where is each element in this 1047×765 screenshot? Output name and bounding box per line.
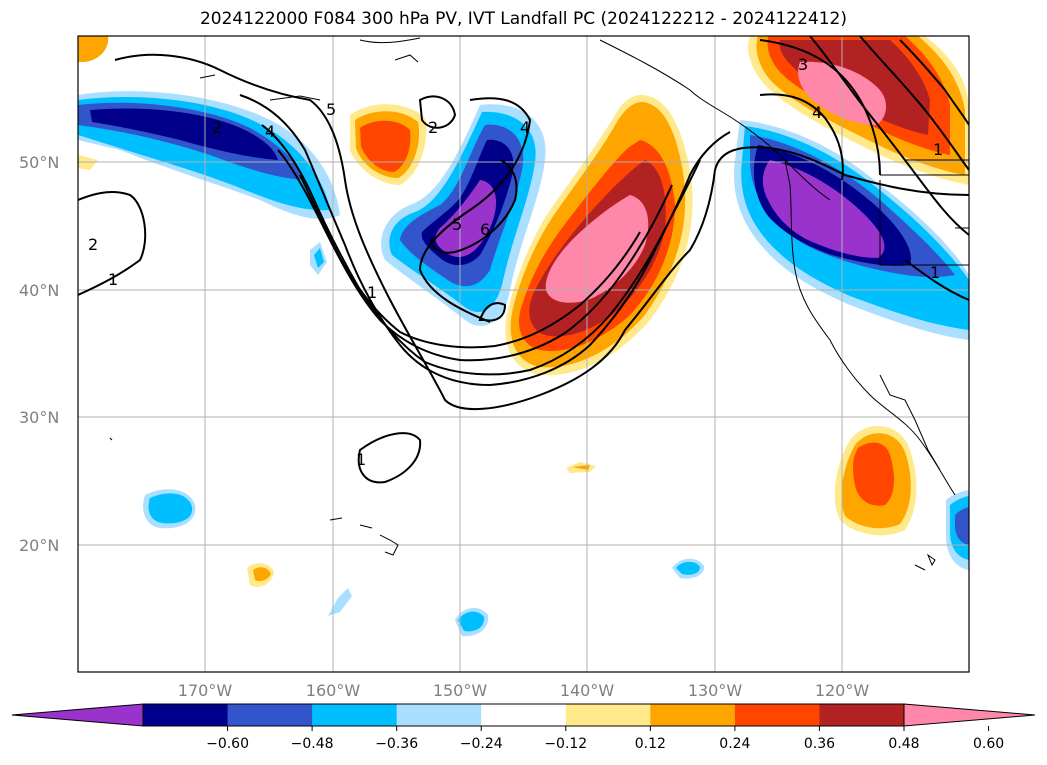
colorbar-segment [312, 704, 398, 726]
colorbar-tick-label: −0.48 [291, 736, 334, 752]
colorbar-extend-low [11, 703, 144, 727]
contour-label: 4 [265, 122, 275, 141]
colorbar-segment [819, 704, 905, 726]
lon-label: 150°W [433, 681, 488, 700]
contour-label: 1 [930, 263, 940, 282]
lon-label: 160°W [306, 681, 361, 700]
latitude-labels: 50°N 40°N 30°N 20°N [19, 153, 59, 555]
lon-label: 140°W [560, 681, 615, 700]
contour-label: 4 [520, 118, 530, 137]
colorbar-segment [481, 704, 567, 726]
lon-label: 120°W [815, 681, 870, 700]
colorbar-tick-label: −0.36 [375, 736, 418, 752]
contour-label: 1 [933, 140, 943, 159]
lon-label: 170°W [178, 681, 233, 700]
colorbar-tick-label: 0.48 [888, 736, 919, 752]
lat-label: 40°N [19, 281, 59, 300]
colorbar-tick-label: −0.24 [460, 736, 503, 752]
colorbar-extend-high [903, 703, 1036, 727]
contour-label: 3 [798, 55, 808, 74]
colorbar-segment [734, 704, 820, 726]
lat-label: 20°N [19, 536, 59, 555]
colorbar-tick-label: 0.36 [804, 736, 835, 752]
coastlines [109, 37, 969, 571]
contour-label: 4 [812, 103, 822, 122]
colorbar-tick-label: 0.24 [719, 736, 750, 752]
lat-label: 50°N [19, 153, 59, 172]
colorbar-segment [565, 704, 651, 726]
longitude-labels: 170°W 160°W 150°W 140°W 130°W 120°W [178, 681, 870, 700]
colorbar-frame [142, 703, 905, 727]
colorbar-segment [143, 704, 229, 726]
colorbar-segment [227, 704, 313, 726]
colorbar-tick-label: −0.60 [206, 736, 249, 752]
map-title: 2024122000 F084 300 hPa PV, IVT Landfall… [199, 9, 847, 29]
contour-label: 1 [367, 283, 377, 302]
contour-labels: 2 1 2 4 5 2 1 5 6 4 3 4 1 1 1 [88, 55, 943, 469]
contour-label: 5 [326, 100, 336, 119]
lat-label: 30°N [19, 408, 59, 427]
colorbar-segment [396, 704, 482, 726]
contour-label: 2 [212, 118, 222, 137]
colorbar-segment [650, 704, 736, 726]
contour-label: 5 [452, 215, 462, 234]
colorbar-tick-label: 0.12 [635, 736, 666, 752]
contour-label: 2 [88, 235, 98, 254]
colorbar: −0.60 −0.48 −0.36 −0.24 −0.12 0.12 0.24 0.36 0.4… [11, 703, 1036, 752]
colorbar-tick-label: 0.60 [973, 736, 1004, 752]
lon-label: 130°W [688, 681, 743, 700]
colorbar-tick-label: −0.12 [544, 736, 587, 752]
graticule [78, 36, 969, 672]
contour-label: 1 [356, 450, 366, 469]
contour-label: 1 [108, 270, 118, 289]
map-frame [77, 35, 970, 673]
contour-label: 6 [480, 220, 490, 239]
pv-contours [78, 36, 969, 484]
map-area: 2 1 2 4 5 2 1 5 6 4 3 4 1 1 1 [78, 36, 969, 672]
contour-label: 2 [428, 118, 438, 137]
